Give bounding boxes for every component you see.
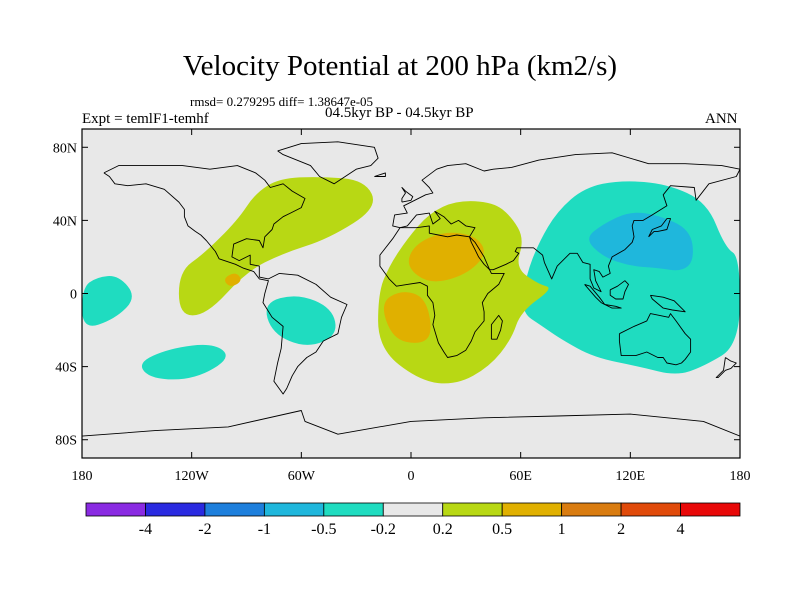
y-tick-label: 40N <box>53 214 77 229</box>
contour-region-central-america-positive-core <box>225 273 241 286</box>
coastline-5 <box>490 314 503 340</box>
colorbar-label: -4 <box>139 521 152 538</box>
colorbar-swatch <box>263 502 325 517</box>
chart-title: Velocity Potential at 200 hPa (km2/s) <box>182 50 618 82</box>
colorbar-label: 2 <box>617 521 625 538</box>
x-tick-label: 60E <box>509 469 532 484</box>
season-label: ANN <box>705 111 738 127</box>
colorbar-swatch <box>442 502 503 517</box>
coastline-9 <box>604 304 622 309</box>
colorbar-label: -0.2 <box>371 521 396 538</box>
coastline-14 <box>82 410 740 437</box>
colorbar-swatch <box>204 502 265 517</box>
x-tick-label: 120E <box>616 469 646 484</box>
contour-region-western-pacific-negative <box>522 181 740 374</box>
coastline-10 <box>609 280 629 300</box>
y-tick-label: 0 <box>70 288 77 303</box>
coastline-12 <box>715 357 737 379</box>
colorbar-label: -1 <box>258 521 271 538</box>
contour-region-south-pacific-negative <box>141 344 226 380</box>
colorbar-swatch <box>680 502 741 517</box>
colorbar-swatch <box>85 502 146 517</box>
coastline-13 <box>374 172 386 177</box>
coastline-6 <box>401 187 414 203</box>
colorbar-swatch <box>323 502 384 517</box>
coastline-0 <box>103 165 348 395</box>
x-tick-label: 60W <box>288 469 316 484</box>
coastline-11 <box>649 294 686 313</box>
colorbar-label: -0.5 <box>311 521 336 538</box>
y-tick-label: 80S <box>55 434 77 449</box>
contour-region-east-pacific-negative <box>82 276 132 326</box>
colorbar-label: 1 <box>558 521 566 538</box>
coastline-4 <box>618 313 692 366</box>
x-tick-label: 180 <box>72 469 93 484</box>
coastline-3 <box>379 225 505 358</box>
x-tick-label: 180 <box>730 469 751 484</box>
colorbar-label: 4 <box>677 521 685 538</box>
colorbar-label: 0.5 <box>492 521 512 538</box>
x-tick-label: 120W <box>175 469 210 484</box>
x-tick-label: 0 <box>408 469 415 484</box>
colorbar-swatch <box>620 502 681 517</box>
colorbar-label: 0.2 <box>433 521 453 538</box>
colorbar-label: -2 <box>198 521 211 538</box>
coastline-7 <box>648 218 671 238</box>
experiment-label: Expt = temlF1-temhf <box>82 111 209 127</box>
contour-region-south-america-negative <box>266 296 336 345</box>
colorbar-swatch <box>382 502 444 517</box>
colorbar-swatch <box>561 502 622 517</box>
contour-region-central-africa-positive-core <box>383 292 431 343</box>
colorbar-swatch <box>501 502 563 517</box>
period-label: 04.5kyr BP - 04.5kyr BP <box>325 105 474 121</box>
contour-region-sahara-positive-core <box>408 232 484 282</box>
y-tick-label: 40S <box>55 361 77 376</box>
y-tick-label: 80N <box>53 141 77 156</box>
coastline-1 <box>277 141 379 185</box>
stats-label: rmsd= 0.279295 diff= 1.38647e-05 <box>190 94 374 109</box>
colorbar-swatch <box>145 502 206 517</box>
contour-region-east-asia-stronger-negative <box>589 212 693 271</box>
